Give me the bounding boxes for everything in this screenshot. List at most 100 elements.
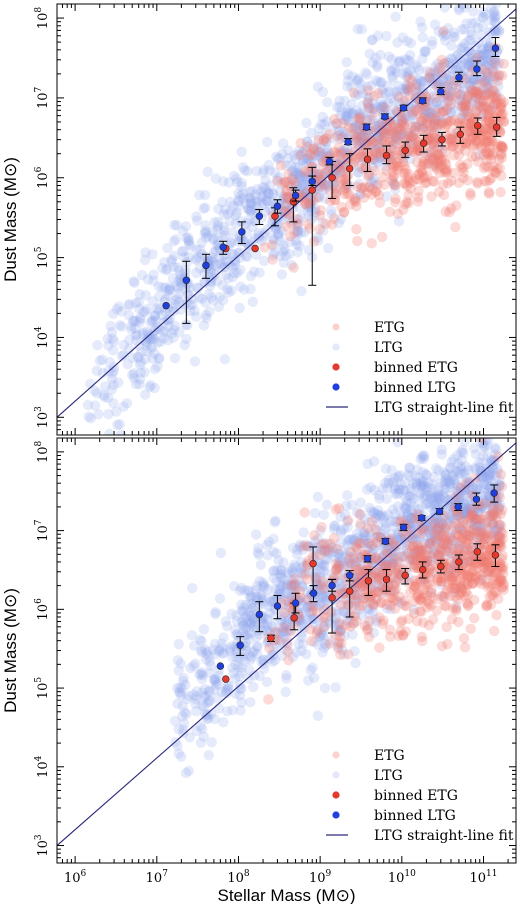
etg-point [441,584,453,596]
ltg-point [380,545,392,556]
ltg-point [138,306,149,318]
etg-point [410,121,421,132]
ltg-point [493,502,505,514]
etg-point [475,88,487,99]
etg-point [470,107,482,118]
legend-label: binned ETG [374,788,458,804]
ltg-point [367,162,378,173]
ltg-point [389,481,401,492]
ltg-point [303,568,315,579]
ltg-point [289,559,300,570]
ltg-point [377,120,388,131]
etg-point [297,191,308,202]
etg-point [480,161,491,172]
etg-point [362,85,374,96]
etg-point [370,568,381,579]
ltg-point [444,91,455,102]
ltg-point [206,292,217,303]
etg-point [423,578,435,589]
etg-point [497,528,508,539]
ltg-point [407,70,419,81]
ltg-point [246,198,257,209]
etg-point [381,548,393,559]
ltg-point [427,536,438,547]
ltg-point [483,75,494,86]
etg-point [294,586,306,597]
ltg-point [407,478,419,489]
ltg-point [393,483,405,495]
etg-point [406,75,418,87]
ltg-point [427,567,438,579]
etg-point [424,538,436,550]
etg-point [424,563,435,574]
etg-point [289,618,301,630]
ltg-point [270,515,281,526]
ltg-point [399,533,411,544]
ltg-point [457,444,468,456]
ltg-point [269,247,280,258]
ltg-point [236,605,247,616]
ltg-point [235,585,246,597]
ltg-point [355,576,366,587]
ltg-point [430,514,442,526]
ltg-point [161,265,172,276]
ltg-point [487,102,498,113]
y-axis-title: Dust Mass (M⊙) [1,157,20,282]
ltg-point [433,531,445,543]
ltg-point [385,515,397,527]
etg-point [354,508,365,520]
ltg-point [196,673,208,685]
ltg-point [434,498,445,510]
etg-point [388,161,399,173]
etg-point [480,601,492,612]
etg-point [484,174,495,186]
ltg-point [232,267,243,279]
etg-point [459,528,471,540]
ltg-point [429,66,440,77]
ltg-point [300,188,311,199]
ltg-point [362,603,374,614]
binned-etg-point [382,151,391,160]
ltg-point [337,161,348,173]
etg-point [350,132,362,143]
etg-point [459,549,471,561]
ltg-point [355,497,366,508]
etg-point [493,541,505,552]
ltg-point [85,378,96,390]
ltg-point [442,519,453,530]
etg-point [366,516,378,527]
etg-point [392,556,404,567]
ltg-point [301,157,312,168]
etg-point [496,152,508,164]
etg-point [302,165,313,177]
etg-point [431,574,443,586]
etg-point [423,128,435,139]
ltg-point [472,22,484,33]
etg-point [387,158,398,169]
ltg-point [340,550,352,561]
ltg-point [212,221,224,232]
ltg-point [361,484,373,495]
etg-point [334,617,345,628]
etg-point [398,160,410,171]
ltg-point [223,177,235,188]
ltg-point [194,292,205,303]
ltg-point [427,492,438,504]
ltg-point [207,252,218,263]
ltg-point [421,521,433,532]
etg-point [398,204,409,215]
etg-point [330,183,342,194]
ltg-point [369,176,380,187]
etg-point [333,637,345,648]
ltg-point [231,610,242,621]
ltg-point [268,621,279,633]
ltg-point [142,274,154,285]
ltg-point [199,644,211,655]
ltg-point [276,573,287,584]
ltg-point [455,461,467,472]
ltg-point [447,63,459,75]
ltg-point [353,582,364,593]
etg-point [467,511,479,522]
ltg-point [411,481,422,492]
y-tick-label: 108 [34,440,51,463]
